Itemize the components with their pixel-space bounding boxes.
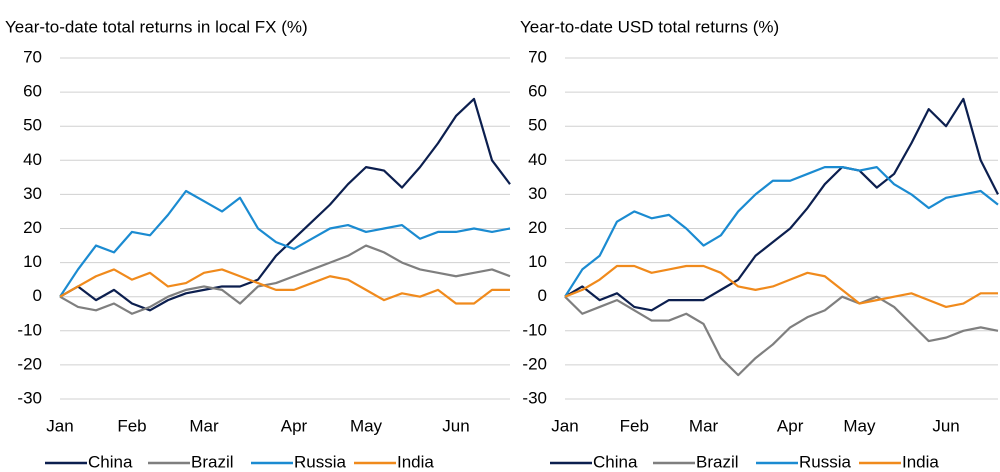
y-tick-label: -20: [17, 354, 42, 373]
x-tick-label: Jan: [551, 416, 578, 435]
y-tick-label: 60: [528, 82, 547, 101]
y-tick-label: -30: [522, 388, 547, 407]
y-tick-label: 70: [528, 47, 547, 66]
series-line: [564, 166, 999, 298]
x-tick-label: Jun: [932, 416, 959, 435]
y-tick-label: 20: [528, 218, 547, 237]
series-line: [564, 97, 999, 312]
series-line: [564, 264, 998, 309]
series-line: [59, 244, 511, 315]
y-tick-label: 30: [23, 184, 42, 203]
y-tick-label: 50: [528, 116, 547, 135]
series-line: [59, 189, 511, 298]
x-tick-label: May: [843, 416, 876, 435]
legend-label: Russia: [799, 452, 852, 471]
subtitle: Year-to-date total returns in local FX (…: [5, 17, 308, 36]
y-tick-label: -10: [522, 320, 547, 339]
series-line: [59, 268, 510, 305]
x-tick-label: Mar: [689, 416, 719, 435]
x-tick-label: Jan: [46, 416, 73, 435]
y-tick-label: 0: [538, 286, 547, 305]
y-tick-label: 20: [23, 218, 42, 237]
y-tick-label: 10: [528, 252, 547, 271]
y-tick-label: 10: [23, 252, 42, 271]
legend-label: Russia: [294, 452, 347, 471]
x-tick-label: Mar: [189, 416, 219, 435]
y-tick-label: 60: [23, 82, 42, 101]
x-tick-label: Apr: [777, 416, 804, 435]
x-tick-label: Feb: [620, 416, 649, 435]
legend-label: India: [902, 452, 939, 471]
y-tick-label: 40: [528, 150, 547, 169]
x-tick-label: Feb: [117, 416, 146, 435]
legend-label: Brazil: [696, 452, 739, 471]
x-tick-label: Jun: [442, 416, 469, 435]
series-line: [564, 295, 999, 377]
legend-label: China: [88, 452, 133, 471]
y-tick-label: -10: [17, 320, 42, 339]
series-line: [59, 97, 511, 312]
legend-label: Brazil: [191, 452, 234, 471]
y-tick-label: -20: [522, 354, 547, 373]
legend-label: India: [397, 452, 434, 471]
legend-label: China: [593, 452, 638, 471]
y-tick-label: 70: [23, 47, 42, 66]
y-tick-label: 50: [23, 116, 42, 135]
x-tick-label: Apr: [281, 416, 308, 435]
y-tick-label: 30: [528, 184, 547, 203]
x-tick-label: May: [350, 416, 383, 435]
subtitle: Year-to-date USD total returns (%): [520, 17, 779, 36]
y-tick-label: 0: [33, 286, 42, 305]
y-tick-label: -30: [17, 388, 42, 407]
y-tick-label: 40: [23, 150, 42, 169]
